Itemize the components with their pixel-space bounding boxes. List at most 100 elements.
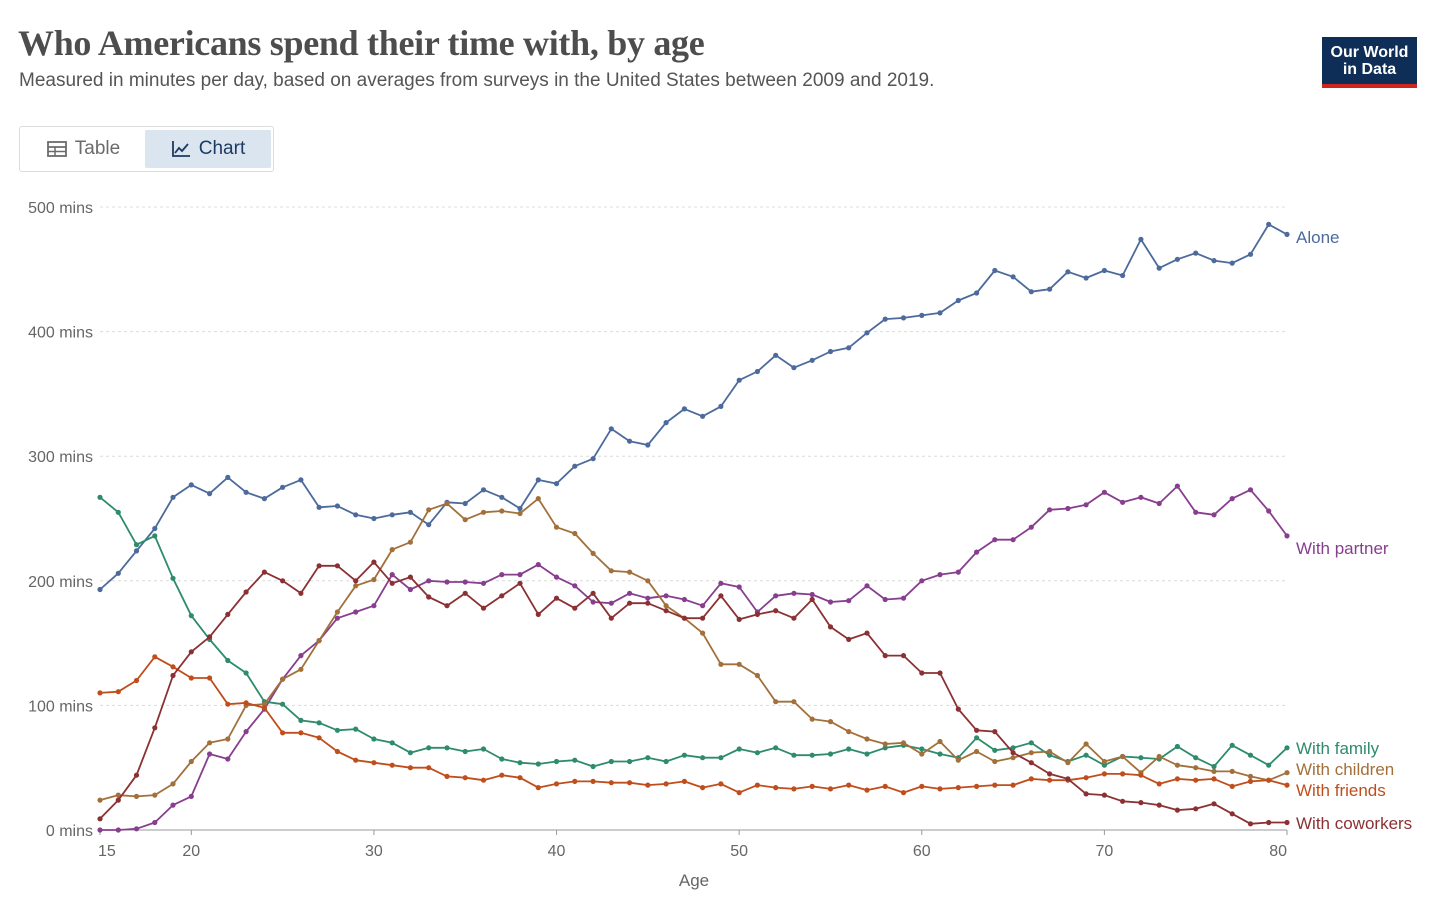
data-point-with-partner xyxy=(627,590,633,596)
series-line-with-partner xyxy=(100,485,1288,831)
data-point-with-partner xyxy=(1193,509,1199,515)
data-point-with-partner xyxy=(152,819,158,826)
data-point-with-friends xyxy=(955,785,961,791)
data-point-with-coworkers xyxy=(280,578,286,584)
data-point-with-friends xyxy=(791,786,797,792)
data-point-with-children xyxy=(754,672,761,679)
data-point-with-family xyxy=(974,735,980,741)
data-point-with-coworkers xyxy=(846,636,852,643)
data-point-alone xyxy=(882,316,888,322)
data-point-with-family xyxy=(1101,762,1107,768)
data-point-alone xyxy=(718,403,724,409)
data-point-with-family xyxy=(480,746,487,752)
data-point-with-family xyxy=(316,720,322,726)
data-point-with-family xyxy=(1266,762,1272,768)
data-point-alone xyxy=(627,438,633,444)
data-point-with-partner xyxy=(718,580,724,586)
data-point-alone xyxy=(681,406,688,412)
data-point-with-friends xyxy=(992,782,998,788)
data-point-with-partner xyxy=(1266,508,1272,514)
data-point-with-friends xyxy=(1284,782,1290,788)
data-point-with-coworkers xyxy=(188,649,194,655)
data-point-with-coworkers xyxy=(133,772,140,778)
data-point-alone xyxy=(1065,269,1071,275)
data-point-with-friends xyxy=(663,781,669,787)
data-point-with-family xyxy=(1284,745,1290,751)
data-point-with-friends xyxy=(225,701,231,707)
data-point-with-friends xyxy=(827,786,834,792)
data-point-alone xyxy=(462,500,468,507)
data-point-alone xyxy=(535,477,541,483)
data-point-alone xyxy=(517,505,523,512)
data-point-with-partner xyxy=(97,827,103,833)
data-point-with-family xyxy=(1211,763,1217,770)
data-point-with-partner xyxy=(1083,502,1089,508)
data-point-alone xyxy=(663,420,669,426)
data-point-with-family xyxy=(1229,742,1235,748)
data-point-with-children xyxy=(316,638,322,644)
data-point-alone xyxy=(1083,275,1089,281)
data-point-with-coworkers xyxy=(1174,807,1180,813)
data-point-with-coworkers xyxy=(1247,821,1254,827)
data-point-with-friends xyxy=(353,757,359,763)
data-point-with-friends xyxy=(462,775,468,781)
data-point-with-friends xyxy=(974,783,980,790)
data-point-with-children xyxy=(407,539,413,545)
data-point-with-coworkers xyxy=(590,590,596,596)
data-point-with-partner xyxy=(188,793,194,800)
data-point-alone xyxy=(1047,286,1053,292)
data-point-with-coworkers xyxy=(937,670,943,676)
data-point-alone xyxy=(974,290,980,296)
data-point-with-partner xyxy=(791,590,797,596)
series-line-alone xyxy=(99,223,1288,591)
data-point-with-coworkers xyxy=(152,725,158,731)
series-label-with-friends: With friends xyxy=(1296,781,1386,800)
data-point-with-friends xyxy=(1010,782,1016,788)
tab-chart[interactable]: Chart xyxy=(145,130,271,168)
data-point-with-family xyxy=(864,751,870,757)
data-point-with-coworkers xyxy=(663,608,669,614)
data-point-with-children xyxy=(700,630,706,636)
data-point-with-children xyxy=(462,517,468,523)
data-point-with-children xyxy=(974,748,980,755)
data-point-with-coworkers xyxy=(1101,792,1107,798)
data-point-with-children xyxy=(115,792,121,798)
y-tick-label: 400 mins xyxy=(28,325,93,342)
data-point-with-friends xyxy=(207,675,213,681)
data-point-with-friends xyxy=(280,730,286,736)
data-point-with-children xyxy=(1010,755,1016,761)
data-point-with-friends xyxy=(809,783,815,790)
data-point-with-family xyxy=(170,575,176,581)
data-point-alone xyxy=(316,504,322,510)
data-point-with-coworkers xyxy=(1120,798,1126,804)
data-point-with-family xyxy=(1083,752,1089,758)
data-point-with-coworkers xyxy=(1284,819,1290,826)
data-point-with-coworkers xyxy=(1065,776,1071,782)
data-point-with-friends xyxy=(1120,771,1126,777)
line-chart-icon xyxy=(171,141,190,157)
data-point-with-partner xyxy=(1211,512,1217,518)
data-point-with-family xyxy=(188,613,194,619)
data-point-alone xyxy=(590,456,596,462)
owid-logo[interactable]: Our World in Data xyxy=(1322,37,1417,88)
grid-lines xyxy=(100,206,1287,706)
data-point-alone xyxy=(243,489,249,495)
data-point-alone xyxy=(407,509,413,515)
tab-table[interactable]: Table xyxy=(23,130,144,168)
data-point-with-friends xyxy=(499,772,505,778)
data-point-with-children xyxy=(298,666,304,672)
data-point-with-friends xyxy=(426,765,432,771)
data-point-with-partner xyxy=(517,572,523,578)
data-point-with-children xyxy=(608,568,614,574)
data-point-with-family xyxy=(846,746,852,752)
data-point-with-family xyxy=(718,755,724,761)
data-point-with-partner xyxy=(773,593,779,599)
data-point-with-coworkers xyxy=(261,569,267,575)
data-point-with-partner xyxy=(809,591,815,598)
data-point-with-coworkers xyxy=(608,615,614,621)
data-point-with-family xyxy=(462,748,468,755)
data-point-with-friends xyxy=(773,785,779,791)
data-point-with-friends xyxy=(919,783,925,790)
data-point-alone xyxy=(298,477,304,483)
data-point-with-coworkers xyxy=(1028,760,1034,766)
